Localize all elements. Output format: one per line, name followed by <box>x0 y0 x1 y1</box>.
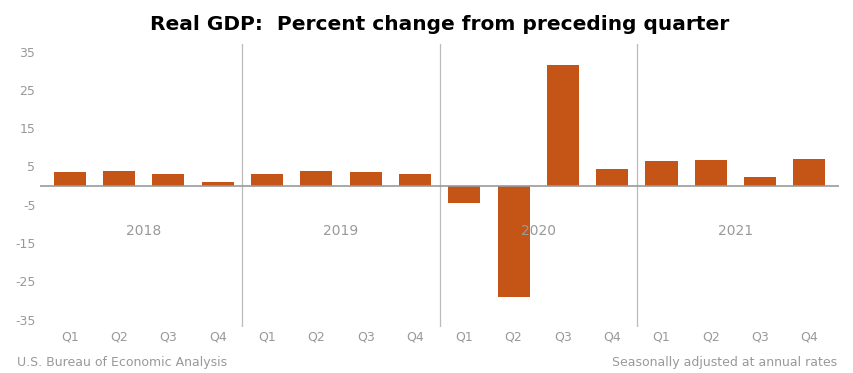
Text: 2019: 2019 <box>323 225 358 238</box>
Bar <box>251 174 282 186</box>
Title: Real GDP:  Percent change from preceding quarter: Real GDP: Percent change from preceding … <box>150 15 728 34</box>
Bar <box>743 177 775 186</box>
Text: U.S. Bureau of Economic Analysis: U.S. Bureau of Economic Analysis <box>17 356 227 369</box>
Bar <box>497 186 529 297</box>
Bar <box>201 182 234 186</box>
Bar <box>792 159 825 186</box>
Bar <box>595 169 628 186</box>
Text: 2021: 2021 <box>717 225 752 238</box>
Bar <box>694 160 726 186</box>
Bar <box>54 172 86 186</box>
Text: 2020: 2020 <box>520 225 555 238</box>
Bar <box>448 186 479 203</box>
Text: 2018: 2018 <box>126 225 161 238</box>
Bar <box>398 175 431 186</box>
Bar <box>349 172 381 186</box>
Bar <box>152 174 184 186</box>
Bar <box>645 162 676 186</box>
Bar <box>103 171 135 186</box>
Text: Seasonally adjusted at annual rates: Seasonally adjusted at annual rates <box>611 356 836 369</box>
Bar <box>546 65 578 186</box>
Bar <box>300 171 332 186</box>
